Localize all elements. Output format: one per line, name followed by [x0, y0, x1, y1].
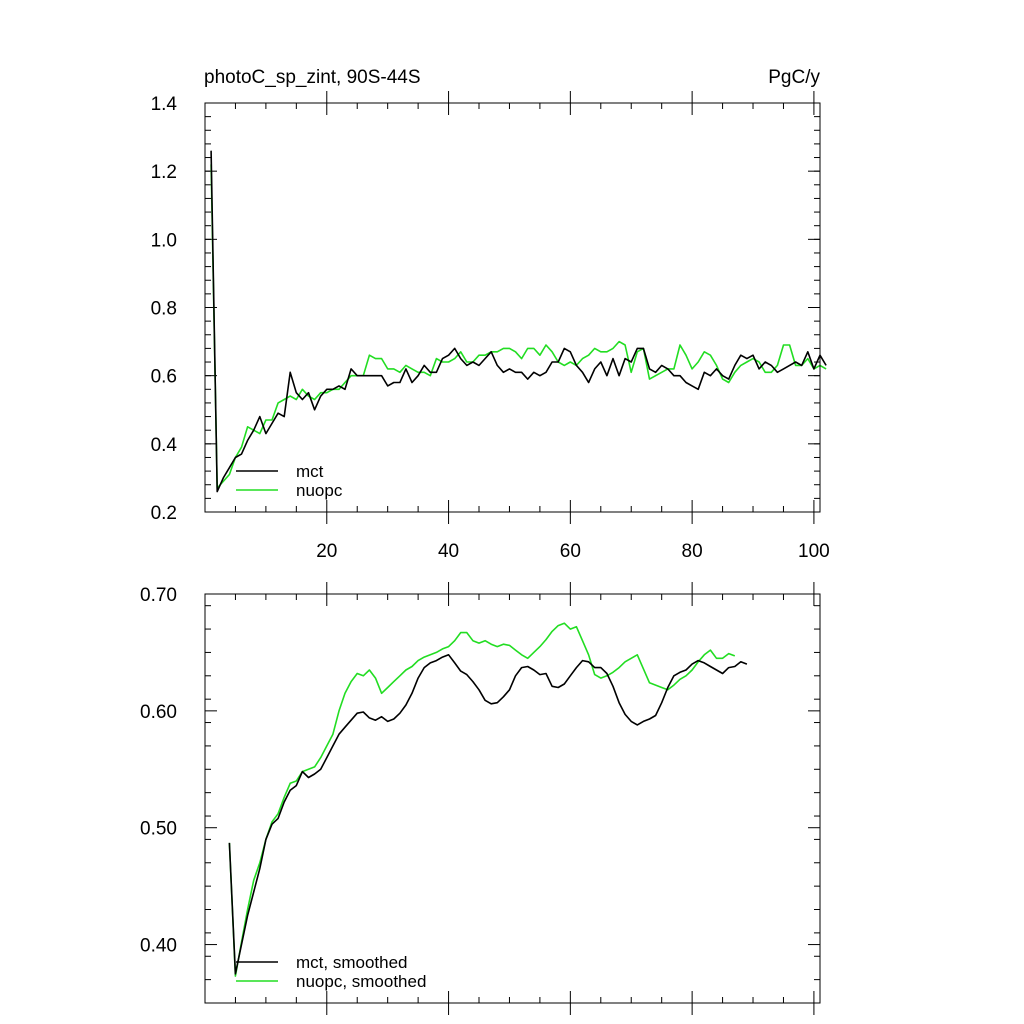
top-panel-frame: [204, 102, 821, 513]
bottom-series-nuopc-smoothed: [228, 622, 736, 977]
top-xtick-label: 40: [438, 541, 459, 562]
bottom-ytick-label: 0.50: [140, 819, 177, 840]
bottom-panel-ticks: 0.40 0.50 0.60 0.70: [140, 582, 820, 1015]
bottom-panel-lines: [228, 622, 748, 977]
bottom-ytick-label: 0.60: [140, 702, 177, 723]
top-panel-ticks: 0.2 0.4 0.6 0.8 1.0 1.2 1.4 20 40 60 80 100: [151, 91, 830, 562]
top-ytick-label: 1.2: [151, 162, 177, 183]
legend-label-mct-smoothed: mct, smoothed: [296, 953, 408, 972]
legend-label-nuopc: nuopc: [296, 481, 343, 500]
top-ytick-label: 0.4: [151, 435, 178, 456]
top-xtick-label: 20: [316, 541, 337, 562]
bottom-panel: 0.40 0.50 0.60 0.70 mct, smoothed nuopc, sm…: [140, 582, 821, 1015]
bottom-ytick-label: 0.70: [140, 585, 177, 606]
top-panel: photoC_sp_zint, 90S-44S PgC/y 0.20.40.60…: [151, 67, 830, 562]
top-series-nuopc: [210, 164, 827, 489]
legend-label-nuopc-smoothed: nuopc, smoothed: [296, 972, 426, 991]
top-xtick-label: 60: [560, 541, 581, 562]
bottom-panel-legend: mct, smoothed nuopc, smoothed: [236, 953, 426, 991]
top-ytick-label: 1.0: [151, 230, 177, 251]
top-panel-title: photoC_sp_zint, 90S-44S: [204, 67, 421, 88]
bottom-ytick-label: 0.40: [140, 936, 177, 957]
top-ytick-label: 1.4: [151, 94, 178, 115]
top-panel-units: PgC/y: [768, 67, 820, 88]
top-xtick-label: 100: [798, 541, 830, 562]
top-ytick-label: 0.6: [151, 367, 177, 388]
bottom-series-mct-smoothed: [228, 653, 748, 975]
top-panel-legend: mct nuopc: [236, 462, 343, 500]
top-panel-lines: [210, 150, 827, 493]
legend-label-mct: mct: [296, 462, 324, 481]
bottom-panel-frame: [204, 593, 821, 1004]
top-ytick-label: 0.2: [151, 503, 177, 524]
top-xtick-label: 80: [682, 541, 703, 562]
top-ytick-label: 0.8: [151, 299, 177, 320]
top-series-mct: [210, 150, 827, 493]
